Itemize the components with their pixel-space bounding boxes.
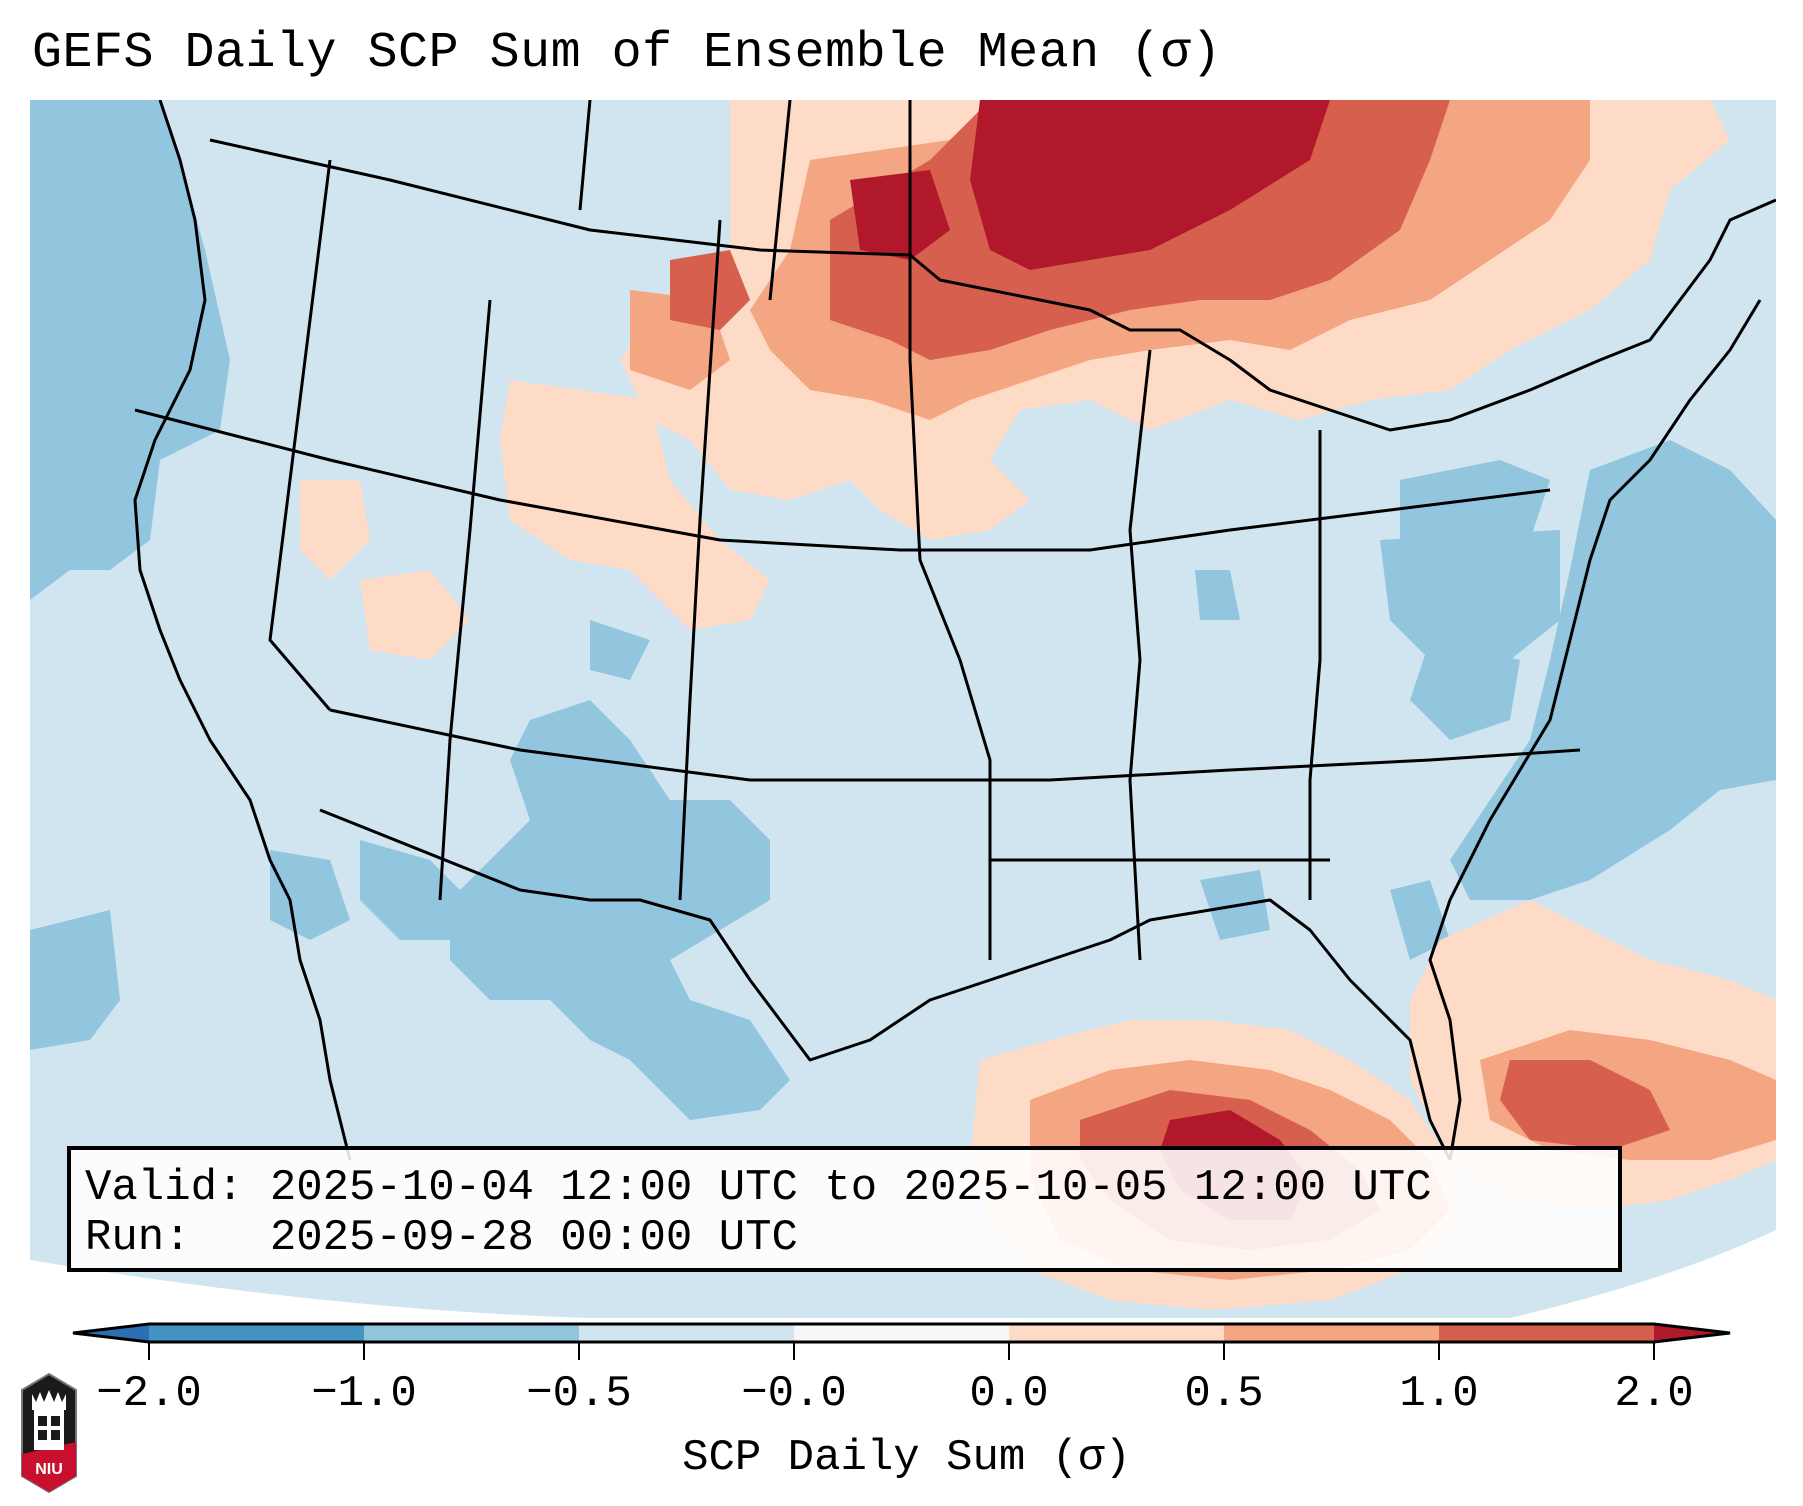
colorbar-svg [72,1322,1731,1360]
colorbar-segment [1224,1324,1439,1342]
mid-tier-line [329,708,1581,782]
map-panel [30,100,1776,1318]
info-box: Valid: 2025-10-04 12:00 UTC to 2025-10-0… [67,1146,1622,1272]
borders [133,100,1776,1161]
east-coastline [1428,299,1762,1161]
state-line-5 [1128,349,1152,961]
us-canada-border-east [909,198,1776,432]
colorbar-segment [1009,1324,1224,1342]
colorbar-segment [364,1324,579,1342]
state-line-6 [1308,430,1322,900]
niu-logo-icon: NIU [21,1372,77,1494]
state-line-9 [578,100,592,211]
projection-edge-right [1510,1230,1776,1318]
negative-anomaly-regions [30,100,1776,1120]
colorbar-extend-high [1654,1324,1730,1342]
northern-tier-line [134,408,1551,552]
chart-title: GEFS Daily SCP Sum of Ensemble Mean (σ) [32,25,1222,82]
colorbar-tick-label: −0.0 [741,1369,847,1419]
colorbar-tick-label: −0.5 [526,1369,632,1419]
colorbar-tick-label: −1.0 [311,1369,417,1419]
state-line-3 [678,219,722,901]
valid-period: Valid: 2025-10-04 12:00 UTC to 2025-10-0… [85,1163,1432,1213]
colorbar [70,1318,1736,1370]
projection-edge-left [30,1260,590,1318]
colorbar-segment [149,1324,364,1342]
colorbar-segment [794,1324,1009,1342]
state-line-8 [768,100,792,301]
state-line-1 [268,159,332,711]
scp-map [30,100,1776,1318]
colorbar-tick-label: −2.0 [96,1369,202,1419]
colorbar-tick-label: 1.0 [1399,1369,1479,1419]
run-time: Run: 2025-09-28 00:00 UTC [85,1213,798,1263]
state-line-4 [908,100,992,960]
colorbar-segment [579,1324,794,1342]
colorbar-extend-low [73,1324,149,1342]
colorbar-label: SCP Daily Sum (σ) [682,1433,1131,1483]
state-line-2 [438,299,492,901]
west-coastline [133,100,352,1161]
colorbar-tick-label: 0.5 [1184,1369,1264,1419]
gulf-coastline [319,808,1452,1161]
logo-text: NIU [35,1461,63,1478]
colorbar-tick-label: 0.0 [969,1369,1049,1419]
niu-logo: NIU [20,1372,78,1494]
colorbar-tick-label: 2.0 [1614,1369,1694,1419]
colorbar-segment [1439,1324,1654,1342]
